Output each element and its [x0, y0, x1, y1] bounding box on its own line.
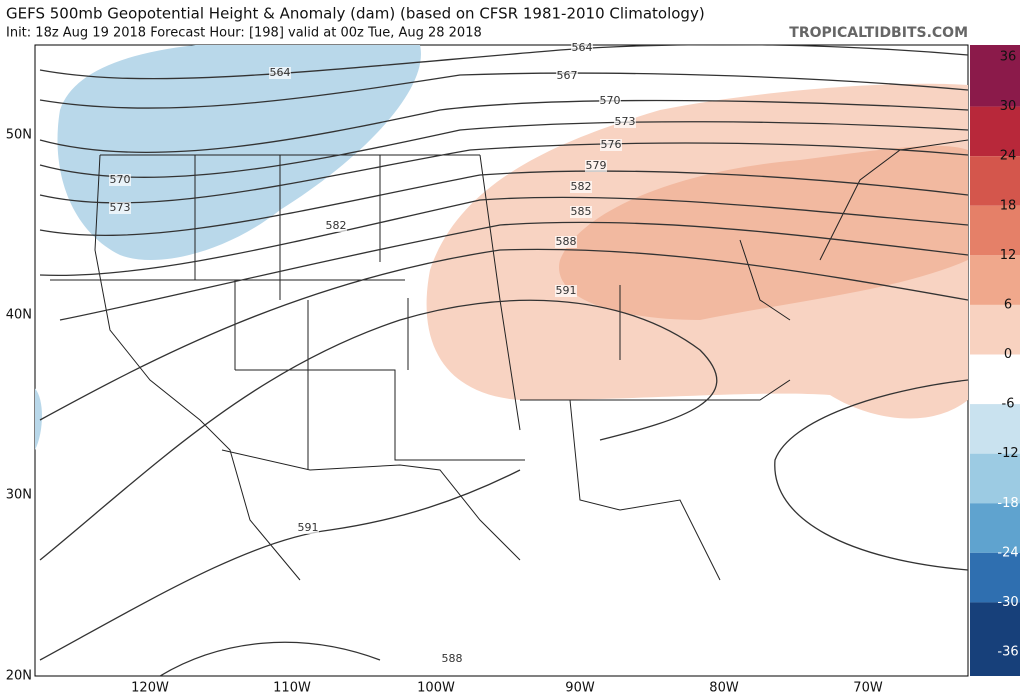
credit: TROPICALTIDBITS.COM [789, 25, 968, 41]
colorbar-tick-label: 0 [1004, 347, 1012, 362]
colorbar-swatch [970, 602, 1020, 676]
contour-label-bg [600, 139, 622, 151]
lat-label: 30N [6, 488, 32, 503]
contour-label-bg [570, 206, 592, 218]
contour-label-bg [441, 653, 463, 665]
lat-label: 50N [6, 128, 32, 143]
colorbar-tick-label: 36 [1000, 50, 1017, 65]
colorbar-swatch [970, 453, 1020, 504]
colorbar: 36 30 24 18 12 6 0 -6 -12 -18 -24 -30 -36 [970, 45, 1020, 676]
contour-label-bg [585, 160, 607, 172]
subtitle: Init: 18z Aug 19 2018 Forecast Hour: [19… [6, 26, 482, 41]
contour-label-bg [599, 95, 621, 107]
lon-label: 110W [273, 681, 311, 696]
contour-label-bg [571, 42, 593, 54]
colorbar-tick-label: -30 [997, 595, 1018, 610]
contour-label: 576 [601, 138, 622, 151]
colorbar-tick-label: 30 [1000, 99, 1017, 114]
colorbar-swatch [970, 255, 1020, 305]
contour-label: 588 [556, 235, 577, 248]
lon-label: 80W [709, 681, 739, 696]
contour-label: 573 [615, 115, 636, 128]
colorbar-swatch [970, 106, 1020, 157]
contour-label: 582 [326, 219, 347, 232]
positive-anomaly [559, 145, 968, 320]
contour-label: 582 [571, 180, 592, 193]
colorbar-tick-label: -24 [997, 545, 1018, 560]
contour-label-bg [556, 70, 578, 82]
lat-label: 40N [6, 308, 32, 323]
lon-label: 120W [131, 681, 169, 696]
negative-anomaly [57, 45, 421, 260]
colorbar-swatch [970, 503, 1020, 553]
colorbar-tick-label: 18 [1000, 198, 1017, 213]
contour-label: 588 [442, 652, 463, 665]
contour-label: 573 [110, 201, 131, 214]
contour-label: 564 [572, 41, 593, 54]
lon-label: 70W [853, 681, 883, 696]
contour-label-bg [109, 202, 131, 214]
contour-label-bg [325, 220, 347, 232]
colorbar-tick-label: -36 [997, 645, 1018, 660]
colorbar-swatch [970, 205, 1020, 256]
lon-label: 100W [417, 681, 455, 696]
colorbar-tick-label: 12 [1000, 248, 1017, 263]
contour-label-bg [269, 67, 291, 79]
colorbar-tick-label: -18 [997, 496, 1018, 511]
contour-label: 564 [270, 66, 291, 79]
lat-label: 20N [6, 669, 32, 684]
colorbar-tick-label: -6 [1002, 397, 1015, 412]
contour-label-bg [570, 181, 592, 193]
contour-label: 591 [556, 284, 577, 297]
contour-label: 567 [557, 69, 578, 82]
lon-label: 90W [565, 681, 595, 696]
colorbar-swatch [970, 404, 1020, 454]
colorbar-swatch [970, 156, 1020, 206]
colorbar-tick-label: -12 [997, 446, 1018, 461]
contour-label-bg [297, 522, 319, 534]
contour-label-bg [614, 116, 636, 128]
contour-label: 585 [571, 205, 592, 218]
colorbar-tick-label: 6 [1004, 297, 1012, 312]
contour-label-bg [109, 174, 131, 186]
colorbar-tick-label: 24 [1000, 149, 1017, 164]
contour-label: 579 [586, 159, 607, 172]
contour-label-bg [555, 285, 577, 297]
contour-label: 570 [110, 173, 131, 186]
contour-label: 570 [600, 94, 621, 107]
colorbar-swatch [970, 304, 1020, 355]
colorbar-swatch [970, 45, 1020, 107]
contour-label-bg [555, 236, 577, 248]
colorbar-swatch [970, 354, 1020, 405]
negative-anomaly [35, 388, 42, 450]
contour-label: 591 [298, 521, 319, 534]
colorbar-swatch [970, 552, 1020, 603]
title: GEFS 500mb Geopotential Height & Anomaly… [6, 5, 705, 23]
map-area [34, 44, 969, 677]
